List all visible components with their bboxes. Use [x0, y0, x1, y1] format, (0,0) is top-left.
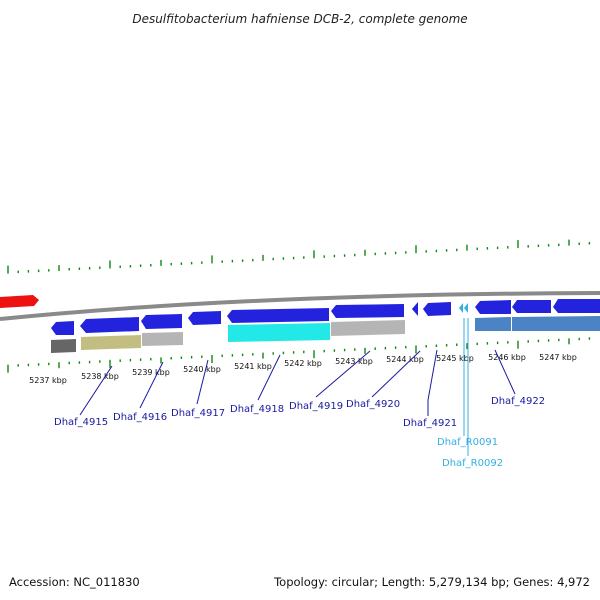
cog-bar-dhaf-4916[interactable]: [81, 335, 141, 350]
tick-label: 5245 kbp: [436, 354, 474, 363]
tick-label: 5242 kbp: [284, 359, 322, 368]
leader-dhaf-4918: [257, 354, 281, 401]
gene-arrow-next-1[interactable]: [512, 300, 551, 313]
gene-arrow-dhaf-4919[interactable]: [227, 308, 329, 323]
gene-label-dhaf-4922[interactable]: Dhaf_4922: [491, 396, 545, 407]
gene-arrow-dhaf-4916[interactable]: [80, 317, 139, 333]
cog-bar-next[interactable]: [512, 316, 600, 331]
cog-bars: [51, 316, 600, 353]
leader-dhaf-4916: [139, 361, 164, 409]
tick-label: 5244 kbp: [386, 355, 424, 364]
gene-arrow-dhaf-4917[interactable]: [141, 314, 182, 329]
leader-dhaf-4917: [196, 359, 209, 405]
tick-label: 5243 kbp: [335, 357, 373, 366]
cog-bar-dhaf-4915[interactable]: [51, 339, 76, 353]
genome-summary-text: Topology: circular; Length: 5,279,134 bp…: [273, 575, 590, 589]
tick-label: 5240 kbp: [183, 365, 221, 374]
cog-bar-dhaf-4920[interactable]: [331, 320, 405, 336]
gene-label-dhaf-4919[interactable]: Dhaf_4919: [289, 401, 343, 412]
gene-label-dhaf-r0092[interactable]: Dhaf_R0092: [442, 458, 503, 469]
gene-arrow-dhaf-4918[interactable]: [188, 311, 221, 325]
gene-arrow-next-2[interactable]: [553, 299, 600, 313]
gene-arrows: [51, 299, 600, 335]
cog-bar-dhaf-4917[interactable]: [142, 332, 183, 346]
gene-labels: Dhaf_4915 Dhaf_4916 Dhaf_4917 Dhaf_4918 …: [54, 396, 545, 469]
backbone-arc: [0, 291, 600, 321]
leader-dhaf-4922: [494, 349, 516, 395]
tick-label: 5238 kbp: [81, 372, 119, 381]
gene-label-dhaf-4916[interactable]: Dhaf_4916: [113, 412, 167, 423]
inner-tick-ring: [7, 337, 591, 373]
leader-dhaf-4915: [79, 365, 113, 416]
gene-arrow-dhaf-4921[interactable]: [412, 302, 418, 316]
outer-tick-ring: [7, 239, 591, 274]
leader-dhaf-4920: [371, 350, 421, 398]
tick-label: 5246 kbp: [488, 353, 526, 362]
tick-label: 5237 kbp: [29, 376, 67, 385]
tick-labels: 5237 kbp 5238 kbp 5239 kbp 5240 kbp 5241…: [29, 353, 577, 385]
rna-arrow-dhaf-r0091[interactable]: [459, 303, 463, 313]
label-leaders: [79, 318, 516, 456]
tick-label: 5247 kbp: [539, 353, 577, 362]
gene-arrow-dhaf-4915[interactable]: [51, 321, 74, 335]
rna-arrow-dhaf-r0092[interactable]: [464, 303, 468, 313]
gene-label-dhaf-4918[interactable]: Dhaf_4918: [230, 404, 284, 415]
gene-label-dhaf-4920[interactable]: Dhaf_4920: [346, 399, 400, 410]
gene-arrow-prev[interactable]: [0, 295, 39, 308]
gene-label-dhaf-4915[interactable]: Dhaf_4915: [54, 417, 108, 428]
genome-title: Desulfitobacterium hafniense DCB-2, comp…: [132, 12, 467, 26]
gene-arrow-dhaf-4920[interactable]: [331, 304, 404, 318]
gene-arrow-dhaf-4922[interactable]: [475, 300, 511, 314]
gene-arrow-dhaf-4921b[interactable]: [423, 302, 451, 316]
gene-label-dhaf-4921[interactable]: Dhaf_4921: [403, 418, 457, 429]
leader-dhaf-4919: [315, 350, 371, 398]
gene-label-dhaf-4917[interactable]: Dhaf_4917: [171, 408, 225, 419]
accession-text: Accession: NC_011830: [9, 575, 140, 589]
gene-label-dhaf-r0091[interactable]: Dhaf_R0091: [437, 437, 498, 448]
cog-bar-dhaf-4919[interactable]: [228, 323, 330, 342]
leader-dhaf-4921: [427, 349, 438, 416]
tick-label: 5241 kbp: [234, 362, 272, 371]
cog-bar-dhaf-4922[interactable]: [475, 317, 511, 331]
tick-label: 5239 kbp: [132, 368, 170, 377]
